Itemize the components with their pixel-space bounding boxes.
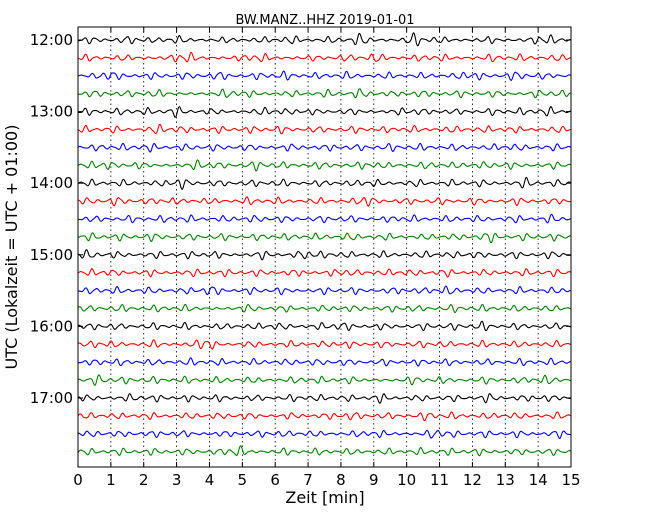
x-tick-label: 0 [73,471,83,489]
trace-line-1700 [77,393,572,404]
x-tick-label: 15 [561,471,580,489]
x-tick-label: 10 [397,471,416,489]
x-tick-label: 5 [238,471,248,489]
trace-line-1500 [77,249,572,261]
seismogram-traces [77,32,572,457]
y-tick-label: 13:00 [30,103,73,121]
x-tick-label: 8 [336,471,346,489]
y-tick-label: 15:00 [30,246,73,264]
x-axis-title: Zeit [min] [285,488,364,507]
y-tick-label: 16:00 [30,317,73,335]
axis-ticks: 0 1 2 3 4 5 6 7 8 9 10 11 12 13 14 1512:0013:0014:0015:… [30,27,581,489]
trace-line-1430 [77,213,572,224]
x-tick-label: 14 [529,471,548,489]
trace-line-1545 [77,303,572,314]
x-tick-label: 6 [270,471,280,489]
x-tick-label: 7 [303,471,313,489]
trace-line-1400 [77,176,572,190]
x-tick-label: 4 [205,471,215,489]
trace-line-1630 [77,357,572,367]
x-tick-label: 1 [106,471,116,489]
x-tick-label: 2 [139,471,149,489]
trace-line-1745 [77,445,572,457]
chart-title: BW.MANZ..HHZ 2019-01-01 [235,13,414,28]
x-tick-label: 12 [463,471,482,489]
y-tick-label: 12:00 [30,31,73,49]
trace-line-1615 [77,339,572,350]
trace-line-1200 [77,32,572,47]
trace-line-1300 [77,106,572,118]
trace-line-1230 [77,70,572,81]
trace-line-1515 [77,267,572,278]
trace-line-1345 [77,159,572,172]
x-tick-label: 11 [430,471,449,489]
trace-line-1330 [77,142,572,153]
plot-frame [77,26,572,468]
trace-line-1715 [77,411,572,422]
trace-line-1600 [77,320,572,332]
y-tick-label: 14:00 [30,174,73,192]
trace-line-1530 [77,285,572,296]
x-tick-label: 9 [369,471,379,489]
grid-lines [110,27,539,467]
y-axis-title: UTC (Lokalzeit = UTC + 01:00) [2,125,21,370]
trace-line-1245 [77,88,572,99]
trace-line-1445 [77,232,572,244]
trace-line-1645 [77,374,572,386]
x-tick-label: 3 [172,471,182,489]
x-tick-label: 13 [496,471,515,489]
trace-line-1415 [77,196,572,207]
trace-line-1730 [77,429,572,440]
trace-line-1315 [77,123,572,135]
y-tick-label: 17:00 [30,389,73,407]
trace-line-1215 [77,51,572,63]
